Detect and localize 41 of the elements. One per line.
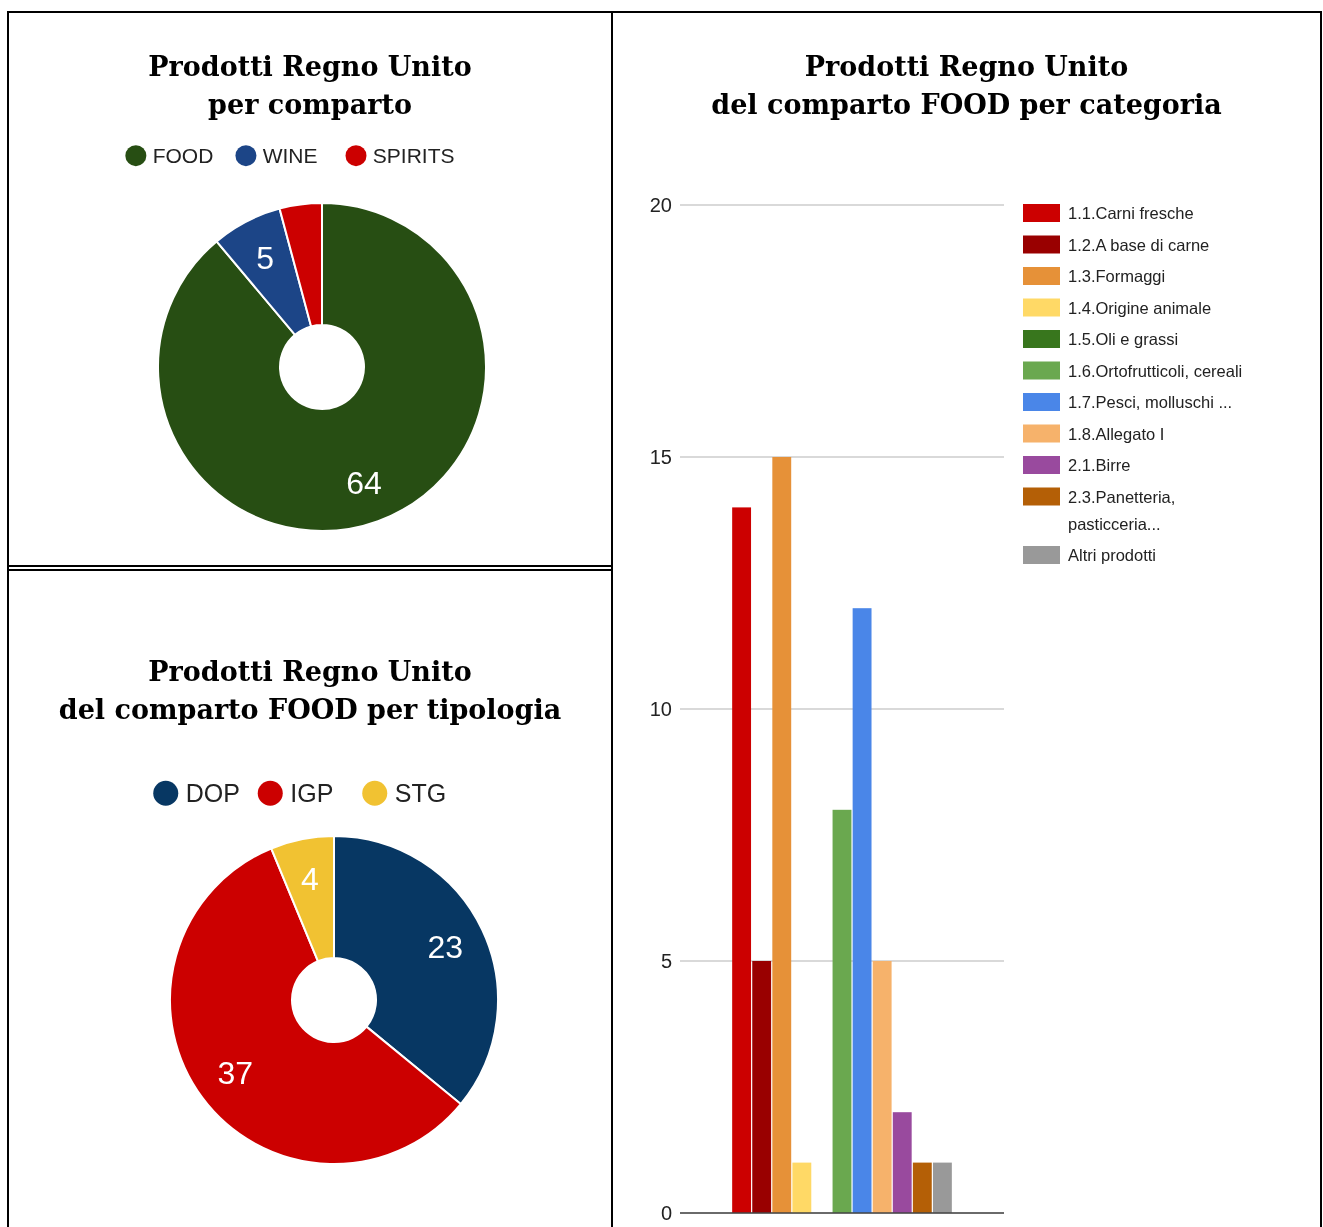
data-label: 64 — [346, 464, 382, 501]
bar — [852, 608, 872, 1213]
legend-label: Altri prodotti — [1068, 546, 1157, 564]
legend-label: FOOD — [152, 144, 214, 167]
data-label: 23 — [427, 929, 463, 966]
y-tick-label: 15 — [649, 446, 672, 468]
y-tick-label: 20 — [649, 194, 672, 216]
chart-title: Prodotti Regno Unito per comparto — [148, 51, 472, 120]
bar — [872, 961, 892, 1213]
legend-label: 1.8.Allegato I — [1068, 424, 1165, 443]
bar — [752, 961, 772, 1213]
legend-label: 1.1.Carni fresche — [1068, 204, 1194, 222]
bar — [932, 1162, 952, 1213]
bar — [892, 1112, 912, 1213]
bar — [832, 809, 852, 1213]
legend-label: 2.3.Panetteria, pasticceria... — [1068, 487, 1176, 533]
legend-label: 1.5.Oli e grassi — [1068, 330, 1179, 348]
legend-label: 1.3.Formaggi — [1068, 267, 1166, 285]
chart-title: Prodotti Regno Unito del comparto FOOD per tipologia — [58, 656, 562, 725]
legend-label: 1.6.Ortofrutticoli, cereali — [1068, 361, 1243, 380]
chart-title: Prodotti Regno Unito del comparto FOOD per categoria — [711, 51, 1222, 120]
data-label: 5 — [256, 239, 275, 276]
legend-label: IGP — [290, 779, 334, 807]
y-tick-label: 5 — [660, 950, 672, 972]
y-tick-label: 10 — [649, 698, 672, 720]
data-label: 37 — [217, 1055, 253, 1092]
legend-label: STG — [394, 779, 447, 807]
data-label: 4 — [301, 861, 319, 898]
donut-slice — [157, 202, 487, 532]
legend-label: 1.4.Origine animale — [1068, 298, 1212, 317]
bar — [772, 457, 792, 1213]
legend-label: SPIRITS — [372, 144, 455, 167]
bar — [792, 1162, 812, 1213]
bar — [912, 1162, 932, 1213]
legend-label: 1.7.Pesci, molluschi ... — [1068, 393, 1233, 411]
legend-label: 2.1.Birre — [1068, 456, 1131, 474]
y-tick-label: 0 — [660, 1202, 672, 1224]
legend-label: 1.2.A base di carne — [1068, 235, 1210, 254]
legend-label: WINE — [262, 144, 318, 167]
legend-label: DOP — [185, 779, 240, 807]
bar — [732, 507, 752, 1213]
